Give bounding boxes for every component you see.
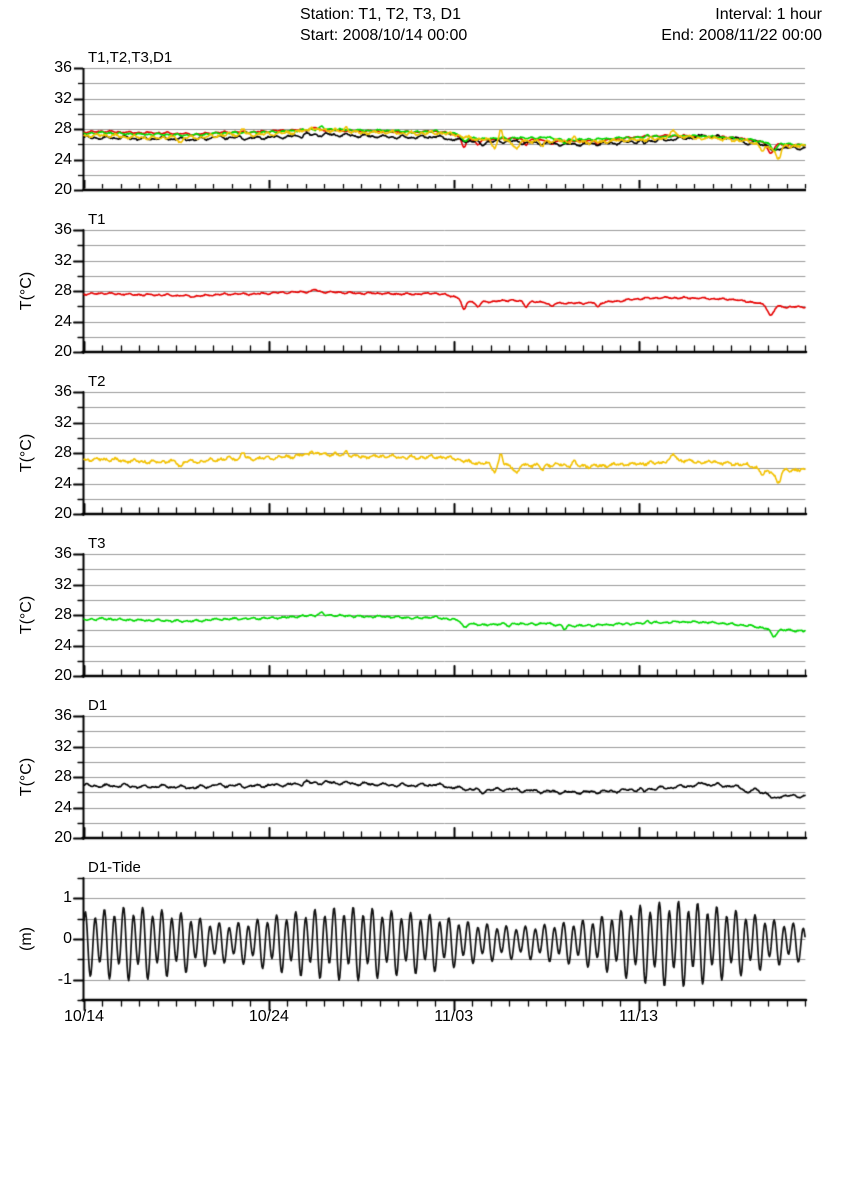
- y-tick-label-d1-36: 36: [54, 707, 72, 724]
- y-tick-label-t3-32: 32: [54, 575, 72, 593]
- x-tick-label-11-13: 11/13: [619, 1008, 659, 1025]
- y-tick-label-t1-28: 28: [54, 282, 72, 299]
- y-tick-label-t1-20: 20: [54, 343, 72, 360]
- y-tick-label-t1-36: 36: [54, 221, 72, 238]
- y-tick-label-t1-24: 24: [54, 312, 72, 330]
- header-station: Station: T1, T2, T3, D1: [300, 6, 461, 23]
- header-interval: Interval: 1 hour: [715, 6, 822, 23]
- y-tick-label-d1-32: 32: [54, 737, 72, 755]
- y-tick-label-t3-20: 20: [54, 667, 72, 684]
- y-tick-label-t3-28: 28: [54, 606, 72, 623]
- y-tick-label-combined-32: 32: [54, 89, 72, 107]
- y-tick-label-d1-28: 28: [54, 768, 72, 785]
- panel-title-t2: T2: [88, 373, 106, 390]
- y-tick-label-tide-1: 1: [63, 889, 72, 907]
- y-tick-label-t2-24: 24: [54, 474, 72, 492]
- x-tick-label-10-24: 10/24: [248, 1008, 289, 1025]
- panel-title-tide: D1-Tide: [88, 859, 141, 876]
- y-tick-label-t1-32: 32: [54, 251, 72, 269]
- panel-title-t3: T3: [88, 535, 106, 552]
- y-tick-label-t3-36: 36: [54, 545, 72, 562]
- y-tick-label-combined-36: 36: [54, 59, 72, 76]
- y-tick-label-tide-0: 0: [63, 930, 72, 947]
- y-tick-label-combined-20: 20: [54, 181, 72, 198]
- y-tick-label-tide--1: -1: [57, 970, 72, 988]
- x-tick-label-11-03: 11/03: [434, 1008, 474, 1025]
- y-tick-label-t2-20: 20: [54, 505, 72, 522]
- x-tick-label-10-14: 10/14: [63, 1008, 105, 1025]
- header-start: Start: 2008/10/14 00:00: [300, 27, 468, 44]
- y-tick-label-combined-24: 24: [54, 150, 72, 168]
- chart-canvas: [0, 0, 848, 1045]
- y-tick-label-t2-36: 36: [54, 383, 72, 400]
- panel-title-t1: T1: [88, 211, 106, 228]
- y-tick-label-d1-20: 20: [54, 829, 72, 846]
- panel-title-d1: D1: [88, 697, 108, 714]
- header-end: End: 2008/11/22 00:00: [661, 27, 822, 44]
- y-tick-label-d1-24: 24: [54, 798, 72, 816]
- panel-title-combined: T1,T2,T3,D1: [88, 49, 173, 66]
- y-tick-label-t2-32: 32: [54, 413, 72, 431]
- y-tick-label-combined-28: 28: [54, 120, 72, 137]
- y-tick-label-t2-28: 28: [54, 444, 72, 461]
- y-tick-label-t3-24: 24: [54, 636, 72, 654]
